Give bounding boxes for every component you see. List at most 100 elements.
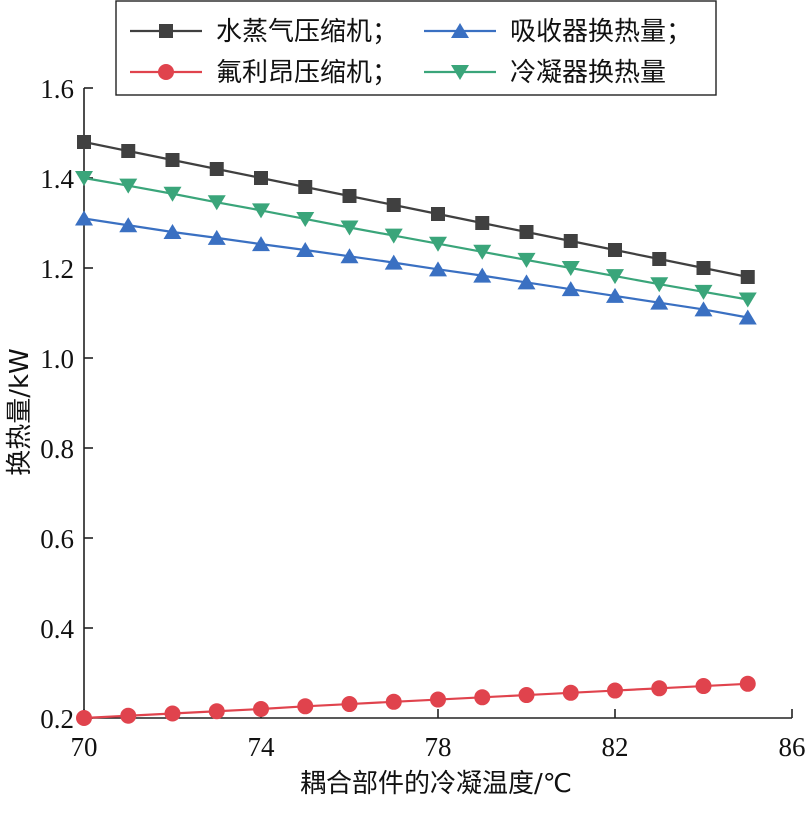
series-3: [76, 675, 756, 726]
y-tick-label: 0.8: [40, 434, 74, 464]
legend-label: 水蒸气压缩机；: [216, 17, 398, 47]
data-point: [254, 171, 268, 185]
data-point: [696, 261, 711, 275]
legend-marker: [451, 23, 469, 38]
legend: 水蒸气压缩机； 吸收器换热量； 氟利昂压缩机； 冷凝器换热量: [115, 0, 717, 96]
data-point: [386, 198, 401, 212]
legend-item: 吸收器换热量；: [424, 17, 692, 47]
data-point: [561, 261, 580, 276]
data-point: [163, 186, 182, 202]
data-point: [208, 703, 225, 720]
data-point: [384, 228, 403, 244]
series-line: [83, 217, 748, 319]
data-point: [296, 211, 315, 227]
data-point: [253, 701, 269, 717]
data-point: [738, 292, 757, 308]
data-point: [297, 698, 314, 715]
data-point: [296, 242, 315, 257]
data-point: [429, 261, 447, 277]
data-point: [209, 162, 224, 176]
data-point: [561, 281, 580, 297]
data-point: [119, 217, 138, 233]
data-point: [695, 678, 712, 695]
data-point: [518, 687, 535, 704]
data-point: [252, 236, 270, 252]
y-tick-label: 1.0: [40, 344, 74, 374]
legend-box: [115, 0, 717, 96]
y-axis-title: 换热量/kW: [5, 348, 35, 476]
data-point: [298, 180, 313, 194]
data-point: [519, 225, 534, 239]
data-point: [75, 210, 93, 226]
x-tick-label: 82: [602, 732, 629, 762]
data-point: [650, 294, 669, 310]
legend-label: 氟利昂压缩机；: [216, 58, 398, 88]
data-point: [517, 274, 536, 290]
series-4: [75, 171, 757, 308]
data-point: [694, 301, 713, 317]
data-point: [384, 254, 403, 270]
data-point: [475, 216, 490, 230]
x-tick-label: 74: [248, 732, 276, 762]
data-point: [430, 691, 446, 708]
series-line: [83, 682, 748, 720]
data-point: [562, 684, 579, 701]
series-layer: [75, 135, 757, 726]
series-line: [83, 176, 748, 301]
legend-label: 吸收器换热量；: [510, 17, 692, 47]
legend-item: 氟利昂压缩机；: [130, 58, 398, 88]
data-point: [473, 267, 492, 283]
legend-marker: [451, 65, 469, 80]
x-tick-label: 78: [425, 732, 452, 762]
data-point: [606, 269, 624, 285]
data-point: [340, 220, 359, 236]
data-point: [252, 203, 270, 219]
legend-item: 冷凝器换热量: [424, 58, 666, 88]
x-tick-label: 86: [779, 732, 806, 762]
data-point: [607, 682, 623, 699]
legend-marker: [158, 64, 174, 80]
data-point: [651, 680, 668, 697]
legend-item: 水蒸气压缩机；: [130, 17, 398, 47]
data-point: [474, 689, 491, 706]
data-point: [431, 207, 445, 221]
data-point: [164, 705, 181, 722]
legend-label: 冷凝器换热量: [510, 58, 666, 88]
legend-marker: [159, 24, 173, 38]
y-tick-label: 0.4: [40, 614, 74, 644]
data-point: [76, 710, 92, 726]
data-point: [608, 243, 622, 257]
data-point: [738, 309, 757, 325]
y-tick-label: 1.6: [40, 74, 74, 104]
data-point: [739, 675, 756, 692]
series-1: [77, 135, 755, 284]
data-point: [652, 252, 667, 266]
data-point: [740, 270, 755, 284]
x-tick-label: 70: [71, 732, 98, 762]
data-point: [606, 287, 624, 303]
data-point: [340, 248, 359, 264]
data-point: [385, 693, 402, 710]
series-line: [83, 140, 748, 279]
y-tick-label: 1.2: [40, 254, 74, 284]
data-point: [342, 189, 357, 203]
data-point: [563, 234, 578, 248]
data-point: [77, 135, 91, 149]
axis-ticks: 70 74 78 82 86 0.2 0.4 0.6 0.8 1.0 1.2 1.4 1.6: [40, 74, 805, 762]
data-point: [341, 696, 358, 713]
data-point: [650, 277, 669, 293]
y-tick-label: 0.6: [40, 524, 74, 554]
data-point: [207, 195, 226, 211]
data-point: [694, 284, 713, 300]
y-tick-label: 0.2: [40, 704, 74, 734]
data-point: [75, 171, 93, 186]
data-point: [119, 178, 138, 194]
data-point: [121, 144, 136, 158]
y-tick-label: 1.4: [40, 164, 74, 194]
data-point: [429, 236, 447, 252]
data-point: [517, 252, 536, 268]
data-point: [207, 229, 226, 245]
data-point: [473, 244, 492, 260]
data-point: [163, 224, 182, 239]
